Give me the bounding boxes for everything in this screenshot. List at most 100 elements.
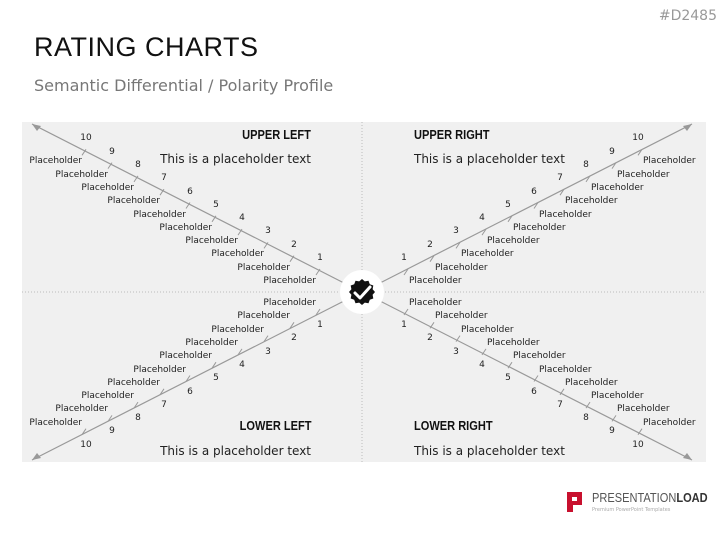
tick-mark [559, 188, 565, 196]
placeholder-label: Placeholder [185, 337, 238, 348]
logo-tagline: Premium PowerPoint Templates [592, 507, 671, 513]
placeholder-label: Placeholder [81, 391, 134, 402]
placeholder-label: Placeholder [461, 324, 514, 335]
placeholder-label: Placeholder [539, 364, 592, 375]
tick-mark [455, 242, 461, 249]
placeholder-label: Placeholder [133, 209, 186, 220]
scale-number: 10 [80, 133, 92, 144]
arrowhead-icon [683, 453, 692, 460]
slide-code: #D2485 [658, 8, 717, 24]
scale-number: 3 [453, 226, 459, 237]
tick-mark [403, 308, 409, 316]
quadrant-description: This is a placeholder text [160, 152, 311, 166]
placeholder-label: Placeholder [263, 298, 316, 308]
placeholder-label: Placeholder [487, 337, 540, 348]
scale-number: 7 [161, 399, 167, 410]
scale-number: 7 [557, 399, 563, 410]
verified-badge-check-icon [349, 279, 375, 305]
tick-mark [637, 149, 643, 156]
scale-number: 8 [583, 159, 589, 170]
scale-number: 10 [80, 439, 92, 450]
tick-mark [81, 428, 87, 435]
placeholder-label: Placeholder [591, 391, 644, 402]
scale-number: 8 [135, 159, 141, 170]
placeholder-label: Placeholder [159, 222, 212, 233]
scale-number: 10 [632, 133, 644, 144]
placeholder-label: Placeholder [565, 196, 618, 207]
tick-mark [159, 188, 165, 196]
placeholder-label: Placeholder [643, 156, 696, 167]
placeholder-label: Placeholder [617, 169, 670, 180]
placeholder-label: Placeholder [461, 249, 514, 260]
placeholder-label: Placeholder [643, 417, 696, 428]
scale-number: 4 [239, 359, 245, 370]
tick-mark [507, 215, 513, 223]
axis-line-lower-right [379, 300, 693, 461]
placeholder-label: Placeholder [263, 276, 316, 286]
tick-mark [211, 215, 217, 223]
scale-number: 9 [109, 146, 115, 157]
tick-mark [481, 228, 487, 236]
tick-mark [237, 348, 243, 356]
placeholder-label: Placeholder [513, 222, 566, 233]
tick-mark [81, 149, 87, 156]
placeholder-label: Placeholder [29, 417, 82, 428]
placeholder-label: Placeholder [159, 351, 212, 362]
tick-mark [263, 242, 269, 249]
tick-mark [185, 202, 191, 209]
placeholder-label: Placeholder [211, 249, 264, 260]
placeholder-label: Placeholder [539, 209, 592, 220]
tick-mark [107, 415, 113, 422]
scale-number: 2 [291, 239, 297, 250]
arrowhead-icon [683, 124, 692, 131]
axis-line-lower-left [31, 300, 345, 461]
scale-number: 2 [427, 239, 433, 250]
placeholder-label: Placeholder [591, 182, 644, 193]
tick-mark [211, 361, 217, 369]
tick-mark [263, 335, 269, 342]
scale-number: 5 [213, 199, 219, 210]
tick-mark [481, 348, 487, 356]
logo-name-light: PRESENTATION [592, 490, 677, 505]
placeholder-label: Placeholder [133, 364, 186, 375]
logo-name-bold: LOAD [676, 490, 708, 505]
scale-number: 6 [187, 386, 193, 397]
scale-number: 9 [609, 146, 615, 157]
tick-mark [107, 162, 113, 169]
scale-number: 9 [109, 426, 115, 437]
tick-mark [289, 322, 295, 329]
page-subtitle: Semantic Differential / Polarity Profile [34, 76, 334, 95]
scale-number: 10 [632, 439, 644, 450]
tick-mark [611, 162, 617, 169]
quadrant-description: This is a placeholder text [414, 152, 565, 166]
scale-number: 1 [317, 320, 323, 330]
tick-mark [533, 375, 539, 382]
tick-mark [429, 255, 435, 262]
quadrant-description: This is a placeholder text [414, 444, 565, 458]
tick-mark [507, 361, 513, 369]
placeholder-label: Placeholder [565, 377, 618, 388]
placeholder-label: Placeholder [513, 351, 566, 362]
scale-number: 4 [479, 213, 485, 224]
tick-mark [159, 388, 165, 396]
scale-number: 3 [265, 346, 271, 357]
placeholder-label: Placeholder [107, 377, 160, 388]
tick-mark [185, 375, 191, 382]
scale-number: 8 [583, 413, 589, 424]
scale-number: 6 [531, 386, 537, 397]
scale-number: 4 [479, 359, 485, 370]
scale-number: 9 [609, 426, 615, 437]
tick-mark [585, 175, 591, 183]
quadrant-title: UPPER RIGHT [414, 127, 490, 142]
placeholder-label: Placeholder [409, 298, 462, 308]
placeholder-label: Placeholder [435, 262, 488, 273]
placeholder-label: Placeholder [435, 311, 488, 322]
scale-number: 8 [135, 413, 141, 424]
axis-line-upper-right [379, 123, 693, 284]
page-title: RATING CHARTS [34, 32, 259, 62]
scale-number: 5 [505, 199, 511, 210]
placeholder-label: Placeholder [185, 236, 238, 247]
tick-mark [637, 428, 643, 435]
placeholder-label: Placeholder [617, 404, 670, 415]
logo-name: PRESENTATIONLOAD [592, 490, 708, 505]
